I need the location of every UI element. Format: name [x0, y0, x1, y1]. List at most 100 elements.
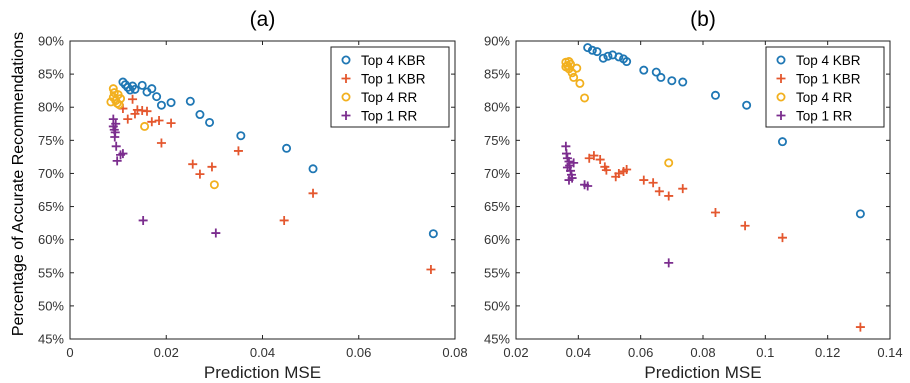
data-point	[639, 175, 649, 185]
series-top-4-rr	[106, 84, 219, 190]
y-tick-label: 65%	[484, 199, 510, 214]
plot-area-frame	[515, 40, 891, 340]
legend-entry: Top 1 RR	[796, 109, 853, 124]
data-point	[166, 118, 176, 128]
chart-title: (a)	[250, 8, 276, 31]
data-point	[108, 84, 118, 94]
series-top-4-kbr	[118, 77, 438, 239]
series-top-1-kbr	[584, 151, 865, 332]
data-point	[166, 98, 176, 108]
data-point	[710, 90, 720, 100]
data-point	[138, 215, 148, 225]
x-tick-label: 0.06	[346, 345, 371, 360]
data-point	[116, 94, 126, 104]
data-point	[572, 63, 582, 73]
data-point	[583, 181, 593, 191]
data-point	[710, 208, 720, 218]
data-point	[195, 169, 205, 179]
data-point	[656, 72, 666, 82]
legend-entry: Top 1 KBR	[361, 72, 426, 87]
data-point	[564, 57, 574, 67]
data-point	[185, 96, 195, 106]
panel-b: (b) 0.02 0.04 0.06 0.08 0.1 0.12 0.14 45% 50% 55% 6…	[484, 8, 903, 382]
data-point	[188, 159, 198, 169]
legend-marker	[341, 92, 351, 102]
data-point	[855, 322, 865, 332]
data-point	[587, 45, 597, 55]
data-point	[111, 119, 121, 129]
data-point	[678, 77, 688, 87]
data-point	[777, 233, 787, 243]
data-point	[595, 155, 605, 165]
panel-a: (a) 0 0.02 0.04 0.06 0.08 45% 50% 55% 60% 65% 70% 75…	[38, 8, 468, 382]
data-point	[118, 149, 128, 159]
x-tick-label: 0.12	[815, 345, 840, 360]
y-tick-label: 45%	[484, 332, 510, 347]
data-point	[564, 175, 574, 185]
data-point	[279, 215, 289, 225]
y-tick-label: 50%	[484, 298, 510, 313]
data-point	[589, 151, 599, 161]
data-point	[152, 92, 162, 102]
legend-entry: Top 4 KBR	[796, 53, 861, 68]
series-top-1-rr	[561, 141, 674, 268]
data-point	[207, 162, 217, 172]
data-point	[569, 158, 579, 168]
series-top-1-rr	[108, 114, 221, 238]
legend-entry: Top 1 KBR	[796, 72, 861, 87]
data-point	[777, 137, 787, 147]
legend-marker	[341, 111, 351, 120]
y-tick-label: 70%	[38, 166, 64, 181]
legend-marker	[776, 92, 786, 102]
data-point	[569, 72, 579, 82]
data-point	[622, 164, 632, 174]
x-tick-label: 0.14	[877, 345, 902, 360]
data-point	[426, 264, 436, 274]
series-top-4-rr	[561, 57, 674, 168]
data-point	[639, 65, 649, 75]
data-point	[156, 100, 166, 110]
data-point	[112, 156, 122, 166]
data-point	[592, 47, 602, 57]
data-point	[428, 229, 438, 239]
x-tick-label: 0.02	[154, 345, 179, 360]
data-point	[282, 143, 292, 153]
chart-title: (b)	[690, 8, 716, 31]
figure-ylabel: Percentage of Accurate Recommendations	[10, 32, 27, 336]
data-point	[156, 138, 166, 148]
x-axis-label: Prediction MSE	[204, 363, 321, 382]
legend-box	[330, 46, 450, 128]
y-tick-label: 75%	[484, 133, 510, 148]
series-top-1-kbr	[118, 94, 436, 274]
data-point	[561, 149, 571, 159]
data-point	[614, 52, 624, 62]
y-tick-label: 55%	[38, 265, 64, 280]
legend: Top 4 KBR Top 1 KBR Top 4 RR Top 1 RR	[330, 46, 450, 128]
data-point	[211, 228, 221, 238]
data-point	[678, 184, 688, 194]
y-tick-label: 65%	[38, 199, 64, 214]
y-tick-label: 90%	[38, 34, 64, 49]
data-point	[567, 68, 577, 78]
y-tick-label: 50%	[38, 298, 64, 313]
data-point	[195, 110, 205, 120]
legend-marker	[341, 55, 351, 65]
data-point	[664, 191, 674, 201]
data-point	[598, 53, 608, 63]
data-point	[236, 131, 246, 141]
data-point	[233, 146, 243, 156]
data-point	[601, 165, 611, 175]
data-point	[651, 67, 661, 77]
data-point	[130, 84, 140, 94]
x-axis-label: Prediction MSE	[644, 363, 761, 382]
data-point	[614, 168, 624, 178]
data-point	[142, 106, 152, 116]
data-point	[110, 132, 120, 142]
data-point	[603, 51, 613, 61]
legend-marker	[776, 55, 786, 65]
data-point	[648, 178, 658, 188]
y-tick-label: 80%	[484, 100, 510, 115]
y-tick-label: 85%	[38, 67, 64, 82]
data-point	[622, 57, 632, 67]
